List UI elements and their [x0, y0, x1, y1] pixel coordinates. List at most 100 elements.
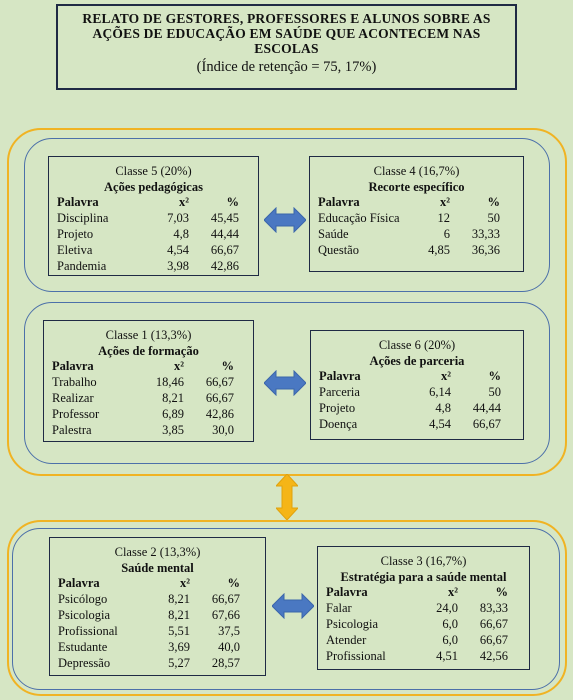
retention-index: (Índice de retenção = 75, 17%) [196, 59, 377, 75]
class-name: Estratégia para a saúde mental [340, 570, 507, 584]
class-label: Classe 6 (20%) [378, 338, 456, 352]
word-cell: Saúde [318, 227, 349, 241]
class-label: Classe 1 (13,3%) [105, 328, 192, 342]
table-row: Doença 4,54 66,67 [319, 416, 501, 432]
header-word: Palavra [318, 195, 360, 209]
word-table: Palavra x²% Psicólogo 8,21 66,67 Psicologia 8,… [58, 576, 240, 671]
table-row: Parceria 6,14 50 [319, 384, 501, 400]
header-chi-square: x² [179, 195, 189, 209]
class-name: Ações de formação [98, 344, 199, 358]
percent-cell: 66,67 [211, 592, 240, 606]
table-row: Profissional 5,51 37,5 [58, 623, 240, 639]
table-row: Disciplina 7,03 45,45 [57, 210, 239, 226]
table-row: Educação Física 12 50 [318, 210, 500, 226]
header-word: Palavra [52, 359, 94, 373]
class-name: Ações de parceria [369, 354, 465, 368]
chi-square-cell: 7,03 [167, 211, 189, 225]
header-chi-square: x² [180, 576, 190, 590]
word-table: Palavra x²% Educação Física 12 50 Saúde 6 33,33… [318, 195, 500, 258]
table-row: Palestra 3,85 30,0 [52, 422, 234, 438]
header-word: Palavra [58, 576, 100, 590]
chi-square-cell: 3,69 [168, 640, 190, 654]
word-cell: Questão [318, 243, 359, 257]
double-arrow-icon [264, 370, 306, 396]
chi-square-cell: 4,54 [167, 243, 189, 257]
chi-square-cell: 6,14 [429, 385, 451, 399]
percent-cell: 40,0 [218, 640, 240, 654]
vertical-double-arrow-icon [276, 474, 298, 520]
word-cell: Palestra [52, 423, 92, 437]
table-row: Eletiva 4,54 66,67 [57, 242, 239, 258]
chi-square-cell: 6 [443, 227, 450, 241]
word-cell: Estudante [58, 640, 108, 654]
header-chi-square: x² [448, 585, 458, 599]
chi-square-cell: 6,0 [442, 633, 458, 647]
word-cell: Educação Física [318, 211, 400, 225]
class-label: Classe 2 (13,3%) [114, 545, 201, 559]
chi-square-cell: 3,98 [167, 259, 189, 273]
class-label: Classe 4 (16,7%) [373, 164, 460, 178]
class-name: Saúde mental [121, 561, 194, 575]
header-word: Palavra [319, 369, 361, 383]
table-row: Depressão 5,27 28,57 [58, 655, 240, 671]
percent-cell: 33,33 [471, 227, 500, 241]
class-card-2: Classe 2 (13,3%) Saúde mental Palavra x²% Ps… [49, 537, 266, 676]
class-card-6: Classe 6 (20%) Ações de parceria Palavra x²… [310, 330, 524, 440]
word-cell: Projeto [319, 401, 356, 415]
table-row: Professor 6,89 42,86 [52, 406, 234, 422]
word-cell: Disciplina [57, 211, 109, 225]
header-percent: % [488, 369, 502, 383]
percent-cell: 42,56 [479, 649, 508, 663]
word-cell: Depressão [58, 656, 111, 670]
percent-cell: 37,5 [218, 624, 240, 638]
header-percent: % [221, 359, 235, 373]
word-cell: Doença [319, 417, 358, 431]
chi-square-cell: 5,51 [168, 624, 190, 638]
chi-square-cell: 6,0 [442, 617, 458, 631]
class-label: Classe 5 (20%) [115, 164, 192, 178]
row-classes-5-4 [24, 138, 550, 292]
chi-square-cell: 6,89 [162, 407, 184, 421]
diagram-title: RELATO DE GESTORES, PROFESSORES E ALUNOS… [82, 11, 491, 56]
table-row: Profissional 4,51 42,56 [326, 648, 508, 664]
table-row: Psicologia 6,0 66,67 [326, 616, 508, 632]
word-cell: Atender [326, 633, 367, 647]
table-header: Palavra x²% [326, 585, 508, 600]
table-row: Estudante 3,69 40,0 [58, 639, 240, 655]
table-header: Palavra x²% [57, 195, 239, 210]
table-row: Projeto 4,8 44,44 [57, 226, 239, 242]
percent-cell: 67,66 [211, 608, 240, 622]
table-row: Psicologia 8,21 67,66 [58, 607, 240, 623]
chi-square-cell: 4,8 [173, 227, 189, 241]
table-row: Questão 4,85 36,36 [318, 242, 500, 258]
word-cell: Psicólogo [58, 592, 108, 606]
header-word: Palavra [326, 585, 368, 599]
chi-square-cell: 8,21 [162, 391, 184, 405]
class-card-5: Classe 5 (20%) Ações pedagógicas Palavra x²… [48, 156, 259, 276]
percent-cell: 36,36 [471, 243, 500, 257]
chi-square-cell: 8,21 [168, 592, 190, 606]
percent-cell: 66,67 [479, 633, 508, 647]
header-chi-square: x² [174, 359, 184, 373]
percent-cell: 44,44 [472, 401, 501, 415]
percent-cell: 28,57 [211, 656, 240, 670]
word-cell: Psicologia [58, 608, 111, 622]
percent-cell: 42,86 [205, 407, 234, 421]
class-name: Ações pedagógicas [104, 180, 203, 194]
percent-cell: 83,33 [479, 601, 508, 615]
table-row: Saúde 6 33,33 [318, 226, 500, 242]
word-table: Palavra x²% Falar 24,0 83,33 Psicologia 6,0 66,… [326, 585, 508, 664]
table-row: Projeto 4,8 44,44 [319, 400, 501, 416]
double-arrow-icon [264, 207, 306, 233]
header-chi-square: x² [441, 369, 451, 383]
group-bottom [7, 520, 567, 696]
word-cell: Realizar [52, 391, 94, 405]
percent-cell: 45,45 [210, 211, 239, 225]
chi-square-cell: 24,0 [436, 601, 458, 615]
word-table: Palavra x²% Disciplina 7,03 45,45 Projeto 4,8 4… [57, 195, 239, 274]
percent-cell: 50 [488, 385, 502, 399]
word-cell: Falar [326, 601, 352, 615]
word-table: Palavra x²% Trabalho 18,46 66,67 Realizar 8,21… [52, 359, 234, 438]
class-label: Classe 3 (16,7%) [380, 554, 467, 568]
header-percent: % [487, 195, 501, 209]
